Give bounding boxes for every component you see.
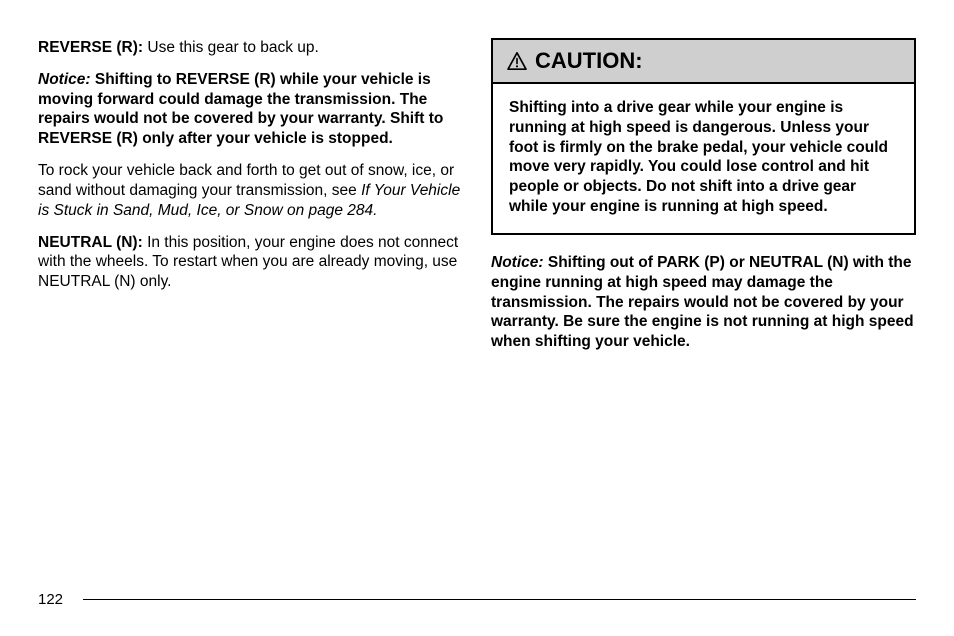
page-number: 122	[38, 591, 63, 608]
page-footer: 122	[38, 591, 916, 608]
notice-1-paragraph: Notice: Shifting to REVERSE (R) while yo…	[38, 70, 463, 149]
reverse-label: REVERSE (R):	[38, 39, 143, 56]
caution-header: CAUTION:	[493, 40, 914, 84]
notice-1-label: Notice:	[38, 71, 91, 88]
rock-paragraph: To rock your vehicle back and forth to g…	[38, 161, 463, 220]
caution-body: Shifting into a drive gear while your en…	[493, 84, 914, 233]
reverse-text: Use this gear to back up.	[143, 39, 319, 56]
caution-box: CAUTION: Shifting into a drive gear whil…	[491, 38, 916, 235]
neutral-paragraph: NEUTRAL (N): In this position, your engi…	[38, 233, 463, 292]
notice-2-text: Shifting out of PARK (P) or NEUTRAL (N) …	[491, 254, 914, 350]
footer-rule	[83, 599, 916, 601]
notice-2-label: Notice:	[491, 254, 544, 271]
right-column: CAUTION: Shifting into a drive gear whil…	[491, 38, 916, 364]
page-content: REVERSE (R): Use this gear to back up. N…	[38, 38, 916, 364]
reverse-paragraph: REVERSE (R): Use this gear to back up.	[38, 38, 463, 58]
caution-title: CAUTION:	[535, 48, 643, 74]
notice-1-text: Shifting to REVERSE (R) while your vehic…	[38, 71, 443, 147]
warning-triangle-icon	[507, 52, 527, 70]
neutral-label: NEUTRAL (N):	[38, 234, 143, 251]
notice-2-paragraph: Notice: Shifting out of PARK (P) or NEUT…	[491, 253, 916, 352]
left-column: REVERSE (R): Use this gear to back up. N…	[38, 38, 463, 364]
